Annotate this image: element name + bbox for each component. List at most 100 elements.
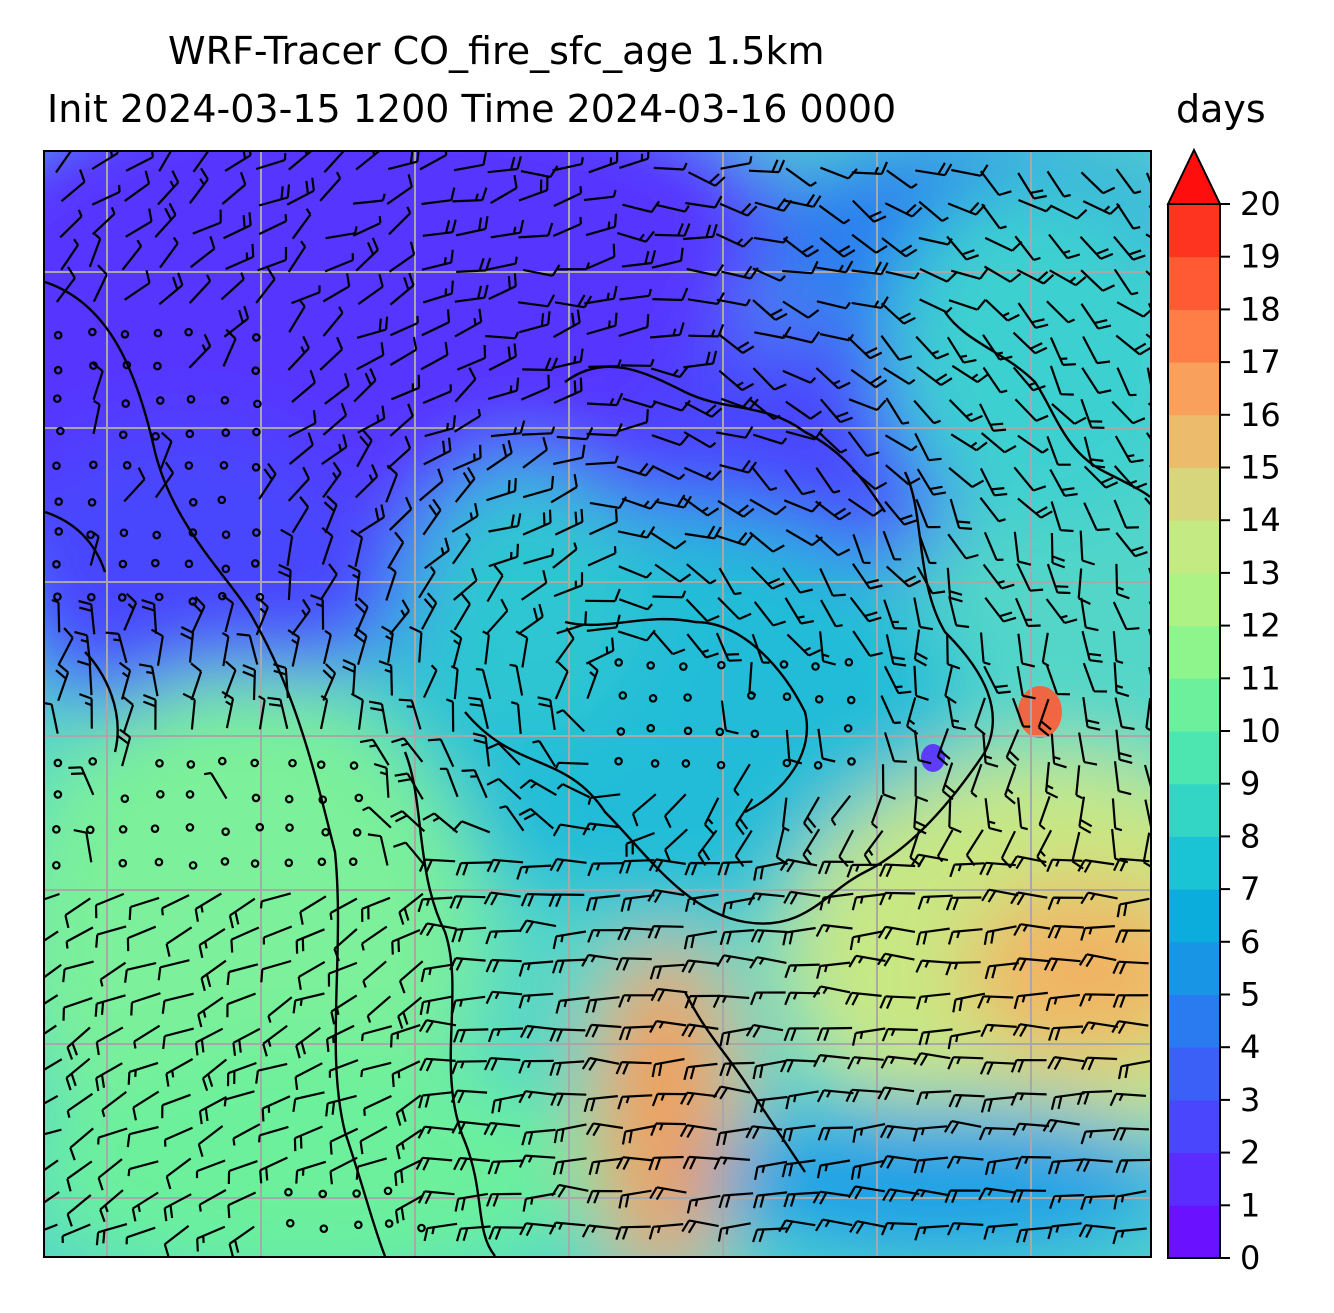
wind-barb	[1037, 698, 1052, 737]
wind-barb	[1049, 269, 1087, 287]
wind-barb	[1009, 855, 1047, 870]
wind-barb	[190, 662, 203, 701]
wind-barb	[1081, 367, 1112, 395]
wind-barb	[468, 696, 489, 729]
wind-barb	[550, 1092, 587, 1107]
wind-barb	[1080, 1021, 1118, 1035]
wind-barb	[45, 1191, 60, 1204]
wind-barb	[537, 696, 556, 730]
colorbar-segment	[1168, 1205, 1220, 1259]
wind-barb	[328, 1059, 359, 1078]
wind-barb	[488, 343, 517, 371]
wind-barb	[1050, 1092, 1085, 1111]
wind-barb	[353, 368, 377, 403]
wind-barb	[982, 732, 999, 768]
wind-barb	[45, 963, 62, 978]
wind-barb	[105, 631, 128, 664]
wind-barb	[886, 169, 918, 189]
wind-barb	[915, 335, 950, 360]
wind-barb	[418, 858, 456, 873]
calm-wind-circle	[156, 789, 165, 799]
wind-barb	[1082, 697, 1101, 731]
wind-barb	[194, 1027, 224, 1056]
coastline-west-islands	[45, 510, 119, 753]
wind-barb	[943, 1120, 982, 1134]
wind-barb	[391, 1060, 421, 1088]
wind-barb	[916, 1090, 952, 1106]
wind-barb	[786, 633, 822, 657]
wind-barb	[532, 739, 557, 768]
wind-barb	[389, 599, 410, 635]
wind-barb	[409, 626, 423, 663]
wind-barb	[452, 567, 478, 601]
wind-barb	[552, 930, 587, 950]
wind-barb	[192, 209, 222, 235]
wind-barb	[295, 1026, 321, 1059]
wind-barb	[1013, 923, 1051, 937]
calm-wind-circle	[53, 592, 62, 602]
wind-barb	[518, 1090, 556, 1104]
colorbar-segment	[1168, 783, 1220, 837]
wind-barb	[803, 796, 820, 834]
wind-barb	[158, 272, 184, 306]
wind-barb	[553, 377, 583, 404]
wind-barb	[715, 532, 754, 546]
wind-barb	[91, 152, 119, 170]
wind-barb	[455, 1225, 491, 1242]
wind-barb	[585, 588, 621, 603]
wind-barb	[1016, 666, 1036, 700]
wind-barb	[222, 328, 237, 367]
wind-barb	[885, 464, 921, 486]
calm-wind-circle	[417, 1223, 426, 1233]
wind-barb	[782, 369, 817, 384]
wind-barb	[585, 1122, 624, 1137]
wind-barb	[914, 432, 942, 462]
calm-wind-circle	[747, 691, 756, 700]
calm-wind-circle	[152, 530, 162, 540]
calm-wind-circle	[285, 1218, 295, 1228]
colorbar: 0 1 2 3 4 5 6 7 8 9 10 11 12 13 14 15 16 17 18 19 20	[1160, 140, 1334, 1277]
wind-barb	[127, 1160, 159, 1177]
wind-barb	[918, 200, 949, 222]
wind-barb	[1047, 1158, 1083, 1175]
calm-wind-circle	[250, 758, 259, 768]
wind-barb	[228, 1225, 255, 1256]
wind-barb	[355, 1157, 388, 1180]
wind-barb	[946, 336, 977, 364]
wind-barb	[782, 331, 821, 344]
wind-barb	[1078, 953, 1117, 968]
wind-barb	[820, 599, 843, 628]
wind-barb	[133, 1024, 161, 1049]
wind-barb	[915, 498, 941, 529]
wind-barb	[262, 925, 293, 945]
wind-barb	[979, 403, 1007, 432]
wind-barb	[486, 742, 521, 766]
wind-barb	[782, 237, 819, 258]
calm-wind-circle	[646, 723, 656, 733]
wind-barb	[586, 661, 599, 699]
wind-barb	[397, 996, 423, 1029]
wind-barb	[227, 1191, 257, 1219]
wind-barb	[650, 1122, 687, 1137]
wind-barb	[322, 663, 337, 702]
wind-barb	[983, 665, 1011, 695]
wind-barb	[779, 858, 818, 873]
wind-barb	[1114, 435, 1144, 464]
wind-barb	[354, 464, 379, 499]
wind-barb	[232, 1123, 261, 1146]
wind-barb	[745, 1023, 784, 1038]
wind-barb	[518, 294, 556, 308]
wind-barb	[721, 896, 755, 917]
wind-barb	[220, 272, 245, 301]
wind-barb	[785, 167, 817, 187]
wind-barb	[847, 1056, 884, 1070]
wind-barb	[819, 568, 846, 597]
wind-barb	[189, 235, 216, 269]
chart-title-line1: WRF-Tracer CO_fire_sfc_age 1.5km	[168, 29, 825, 73]
wind-barb	[587, 862, 623, 877]
calm-wind-circle	[53, 330, 63, 340]
calm-wind-circle	[716, 760, 726, 770]
wind-barb	[588, 1157, 623, 1176]
wind-barb	[615, 1225, 651, 1240]
wind-barb	[192, 152, 209, 173]
